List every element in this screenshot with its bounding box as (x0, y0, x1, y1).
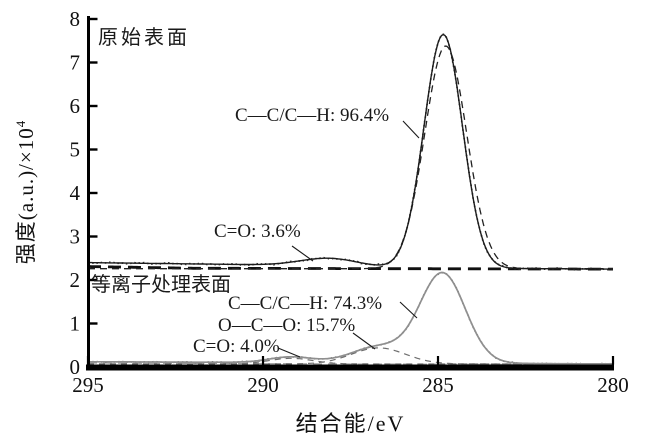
x-tick-label-280: 280 (597, 373, 629, 397)
y-tick-label-3: 3 (70, 225, 81, 249)
peak-label-co-36-leader-line (291, 245, 314, 262)
y-axis-title: 强度(a.u.)/×104 (10, 2, 38, 382)
y-tick-label-8: 8 (70, 7, 81, 31)
x-tick-label-290: 290 (247, 373, 279, 397)
surface2-label: 等离子处理表面 (91, 274, 231, 296)
peak-label-co-36: C=O: 3.6% (214, 221, 301, 242)
y-tick-label-2: 2 (70, 268, 81, 292)
peak-label-ccch-964-leader-line (402, 120, 420, 139)
y-tick-label-1: 1 (70, 312, 81, 336)
peak-label-ccch-743-leader-line (399, 301, 418, 319)
y-axis-title-text: 强度(a.u.)/×10 (14, 127, 38, 265)
y-tick-label-4: 4 (70, 181, 81, 205)
x-tick-label-295: 295 (72, 373, 104, 397)
peak-label-co-40: C=O: 4.0% (193, 336, 280, 357)
pristine-ccch-component-curve (88, 45, 613, 270)
y-tick-label-6: 6 (70, 94, 81, 118)
x-tick-label-285: 285 (422, 373, 454, 397)
peak-label-ccch-743: C—C/C—H: 74.3% (228, 293, 383, 314)
pristine-background-curve (88, 265, 613, 271)
pristine-fit-envelope-curve (88, 33, 613, 270)
y-tick-label-7: 7 (70, 51, 81, 75)
pristine-raw-data-curve (87, 33, 614, 271)
peak-label-co-40-leader-line (277, 347, 301, 358)
x-axis-title: 结合能/eV (295, 411, 406, 436)
plasma-fit-envelope-curve (88, 271, 614, 365)
y-axis-title-exponent: 4 (13, 119, 28, 128)
y-tick-label-0: 0 (70, 355, 81, 379)
y-tick-label-5: 5 (70, 138, 81, 162)
peak-label-ccch-964: C—C/C—H: 96.4% (235, 105, 390, 126)
peak-label-oco-157-leader-line (352, 332, 376, 350)
peak-label-oco-157: O—C—O: 15.7% (218, 315, 356, 336)
surface1-label: 原始表面 (98, 27, 190, 49)
